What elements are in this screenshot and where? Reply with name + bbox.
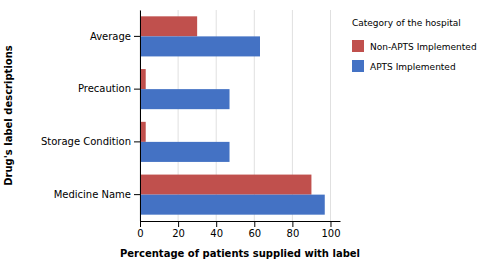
- bar: [140, 195, 325, 215]
- tick: 0: [137, 221, 143, 239]
- bar: [140, 36, 260, 56]
- tick-mark: [254, 221, 255, 227]
- tick: Precaution: [78, 83, 140, 94]
- tick: 20: [172, 221, 185, 239]
- legend-swatch: [352, 60, 364, 72]
- tick: Average: [90, 31, 140, 42]
- tick-mark: [134, 194, 140, 195]
- tick-label: 60: [248, 228, 261, 239]
- tick-label: 0: [137, 228, 143, 239]
- grid: [140, 10, 330, 221]
- tick-mark: [330, 221, 331, 227]
- tick: Medicine Name: [54, 189, 140, 200]
- legend-item: Non-APTS Implemented: [352, 40, 477, 52]
- tick-label: Medicine Name: [54, 189, 131, 200]
- tick-label: 100: [321, 228, 340, 239]
- axis-line: [141, 221, 341, 222]
- tick-mark: [140, 221, 141, 227]
- legend-label: APTS Implemented: [370, 62, 456, 72]
- tick-mark: [292, 221, 293, 227]
- grid-line: [140, 10, 141, 221]
- tick-label: 40: [210, 228, 223, 239]
- legend-label: Non-APTS Implemented: [370, 42, 477, 52]
- y-axis-title: Drug's label descriptions: [3, 45, 14, 186]
- tick-mark: [134, 141, 140, 142]
- tick-label: 20: [172, 228, 185, 239]
- tick-mark: [134, 36, 140, 37]
- axis-line: [140, 11, 141, 222]
- legend-title: Category of the hospital: [352, 18, 461, 28]
- bar: [140, 142, 230, 162]
- chart: 0 20 40 60 80 100 Medicine Name Storage Conditi…: [0, 0, 500, 263]
- legend: Category of the hospital Non-APTS Impleme…: [352, 18, 477, 72]
- bar: [140, 175, 311, 195]
- bar: [140, 16, 197, 36]
- tick-mark: [134, 89, 140, 90]
- bars: [140, 16, 325, 214]
- bar: [140, 89, 230, 109]
- tick: Storage Condition: [41, 136, 140, 147]
- tick-label: Storage Condition: [41, 136, 131, 147]
- x-axis-title: Percentage of patients supplied with lab…: [120, 248, 360, 259]
- tick-mark: [178, 221, 179, 227]
- tick: 60: [248, 221, 261, 239]
- tick: 80: [287, 221, 300, 239]
- y-axis: Medicine Name Storage Condition Precaution…: [41, 11, 141, 222]
- plot: 0 20 40 60 80 100 Medicine Name Storage Conditi…: [41, 10, 341, 239]
- tick-label: Average: [90, 31, 131, 42]
- x-axis: 0 20 40 60 80 100: [137, 221, 340, 239]
- legend-swatch: [352, 40, 364, 52]
- tick: 100: [321, 221, 340, 239]
- tick-label: 80: [287, 228, 300, 239]
- grid-line: [330, 10, 331, 221]
- legend-item: APTS Implemented: [352, 60, 456, 72]
- tick: 40: [210, 221, 223, 239]
- tick-mark: [216, 221, 217, 227]
- tick-label: Precaution: [78, 83, 131, 94]
